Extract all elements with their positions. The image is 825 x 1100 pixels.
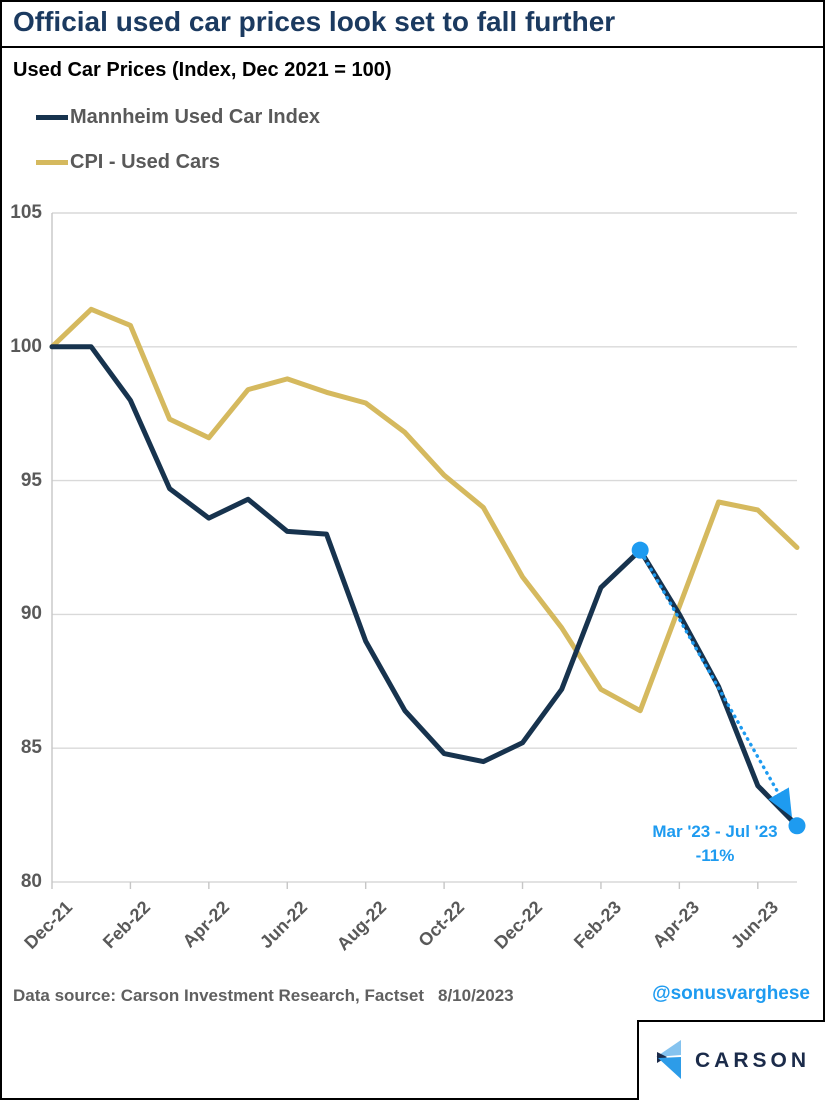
cpi-line-swatch [36,159,68,165]
author-handle: @sonusvarghese [652,983,810,1004]
legend-label-cpi: CPI - Used Cars [70,150,221,173]
mannheim-line-swatch [36,114,68,120]
chart-subtitle: Used Car Prices (Index, Dec 2021 = 100) [13,59,392,81]
annotation-arrow [642,556,792,817]
annotation-dot-start [631,541,649,559]
mannheim-used-car-index-line [49,344,800,829]
legend-item-cpi: CPI - Used Cars [36,149,320,175]
cpi-used-cars-line [49,306,800,714]
carson-logo: CARSON [637,1020,825,1100]
chart-legend: Mannheim Used Car Index CPI - Used Cars [36,104,320,194]
carson-logo-icon [656,1040,681,1079]
annotation-range-text: Mar '23 - Jul '23 [652,822,778,841]
annotation-percent-text: -11% [695,846,735,865]
data-source-text: Data source: Carson Investment Research,… [13,986,514,1006]
annotation-dot-end [788,817,806,835]
page-title: Official used car prices look set to fal… [13,6,616,37]
header-divider [0,46,825,48]
data-source-date: 8/10/2023 [438,986,514,1005]
data-source-label: Data source: Carson Investment Research,… [13,986,424,1005]
annotation-label: Mar '23 - Jul '23 -11% [635,820,795,868]
carson-logo-text: CARSON [695,1049,811,1072]
legend-label-mannheim: Mannheim Used Car Index [70,105,321,128]
legend-item-mannheim: Mannheim Used Car Index [36,104,320,130]
